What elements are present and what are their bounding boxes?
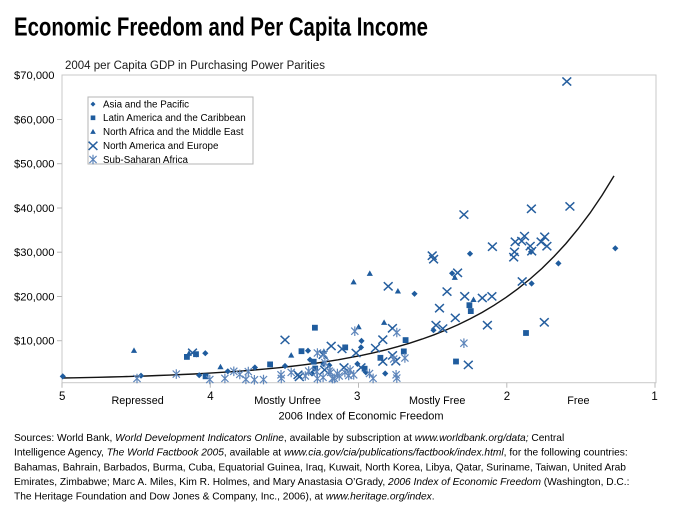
svg-text:North America and Europe: North America and Europe (103, 141, 219, 152)
svg-text:4: 4 (207, 391, 214, 403)
svg-text:Intelligence Agency, The World: Intelligence Agency, The World Factbook … (14, 448, 628, 459)
svg-text:Free: Free (567, 395, 589, 407)
svg-text:3: 3 (354, 391, 360, 403)
svg-text:$20,000: $20,000 (14, 292, 54, 304)
svg-text:Mostly Unfree: Mostly Unfree (254, 395, 321, 407)
svg-text:Bahamas, Bahrain, Barbados, Bu: Bahamas, Bahrain, Barbados, Burma, Cuba,… (14, 462, 626, 473)
svg-text:$40,000: $40,000 (14, 203, 54, 215)
svg-text:Sub-Saharan Africa: Sub-Saharan Africa (103, 155, 189, 166)
svg-text:$30,000: $30,000 (14, 247, 54, 259)
svg-text:North Africa and the Middle Ea: North Africa and the Middle East (103, 127, 244, 138)
svg-text:Sources: World Bank, World Dev: Sources: World Bank, World Development I… (14, 433, 564, 444)
svg-text:2006 Index of Economic Freedom: 2006 Index of Economic Freedom (278, 411, 443, 423)
svg-text:1: 1 (651, 391, 657, 403)
svg-text:Economic Freedom and Per Capit: Economic Freedom and Per Capita Income (14, 12, 428, 42)
svg-text:Latin America and the Caribbea: Latin America and the Caribbean (103, 113, 246, 124)
svg-text:$70,000: $70,000 (14, 70, 54, 82)
svg-text:$10,000: $10,000 (14, 336, 54, 348)
svg-text:5: 5 (59, 391, 65, 403)
svg-text:$60,000: $60,000 (14, 115, 54, 127)
svg-text:The Heritage Foundation and Do: The Heritage Foundation and Dow Jones & … (14, 492, 435, 503)
svg-text:Emirates, Zimbabwe; Marc A. Mi: Emirates, Zimbabwe; Marc A. Miles, Kim R… (14, 477, 629, 488)
svg-text:2004 per Capita GDP in Purchas: 2004 per Capita GDP in Purchasing Power … (65, 60, 325, 72)
svg-text:$50,000: $50,000 (14, 159, 54, 171)
svg-text:2: 2 (504, 391, 510, 403)
svg-text:Repressed: Repressed (111, 395, 163, 407)
svg-text:Asia and the Pacific: Asia and the Pacific (103, 99, 189, 110)
svg-text:Mostly Free: Mostly Free (409, 395, 465, 407)
